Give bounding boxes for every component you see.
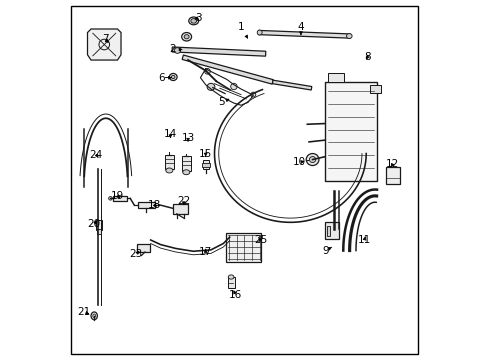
Text: 10: 10: [292, 157, 305, 167]
Bar: [97, 229, 101, 234]
Polygon shape: [272, 80, 311, 90]
Ellipse shape: [228, 275, 233, 279]
Polygon shape: [87, 29, 121, 60]
Text: 12: 12: [385, 159, 399, 169]
Ellipse shape: [207, 83, 214, 90]
Polygon shape: [258, 30, 350, 38]
Text: 3: 3: [195, 13, 202, 23]
Ellipse shape: [346, 33, 351, 39]
Text: 19: 19: [111, 191, 124, 201]
Bar: [385, 167, 400, 184]
Bar: [324, 222, 339, 239]
Text: 7: 7: [102, 34, 108, 44]
Text: 8: 8: [364, 51, 370, 62]
Bar: [324, 82, 376, 181]
Text: 14: 14: [163, 129, 177, 139]
Ellipse shape: [91, 312, 97, 320]
Text: 21: 21: [78, 307, 91, 317]
Text: 9: 9: [322, 246, 331, 256]
Ellipse shape: [174, 48, 180, 53]
Ellipse shape: [171, 75, 175, 78]
Bar: [227, 277, 234, 288]
Bar: [113, 195, 127, 201]
Ellipse shape: [108, 197, 112, 200]
Text: 15: 15: [199, 149, 212, 158]
Ellipse shape: [188, 17, 198, 25]
Text: 5: 5: [218, 98, 228, 107]
Text: 24: 24: [89, 150, 103, 159]
Text: 2: 2: [168, 45, 182, 54]
Text: 17: 17: [199, 247, 212, 257]
Text: 20: 20: [87, 219, 100, 229]
Text: 11: 11: [357, 235, 370, 245]
Bar: [164, 154, 174, 170]
Text: 18: 18: [147, 200, 161, 210]
Bar: [172, 204, 188, 214]
Ellipse shape: [204, 68, 210, 74]
Bar: [137, 202, 155, 208]
Bar: [326, 226, 329, 236]
Ellipse shape: [169, 73, 177, 81]
Text: 1: 1: [237, 22, 247, 38]
Polygon shape: [172, 47, 265, 56]
Ellipse shape: [309, 157, 315, 162]
Text: 6: 6: [158, 73, 171, 83]
Bar: [203, 160, 208, 170]
Bar: [96, 220, 102, 230]
Ellipse shape: [257, 30, 262, 35]
Ellipse shape: [93, 314, 96, 318]
Ellipse shape: [190, 19, 196, 23]
Text: 4: 4: [297, 22, 304, 35]
Polygon shape: [182, 55, 273, 84]
Ellipse shape: [184, 35, 189, 39]
Bar: [225, 233, 261, 262]
Text: 23: 23: [129, 249, 142, 259]
Ellipse shape: [182, 32, 191, 41]
Bar: [369, 85, 380, 93]
Text: 22: 22: [177, 196, 190, 206]
Text: 25: 25: [253, 235, 266, 245]
Ellipse shape: [183, 170, 189, 175]
Ellipse shape: [305, 153, 318, 166]
Ellipse shape: [165, 168, 173, 173]
Bar: [182, 156, 190, 171]
Ellipse shape: [230, 83, 237, 90]
Text: 13: 13: [181, 133, 194, 143]
Bar: [202, 163, 209, 167]
Bar: [137, 244, 149, 252]
Bar: [328, 73, 344, 82]
Text: 16: 16: [228, 290, 242, 300]
Ellipse shape: [250, 92, 255, 97]
